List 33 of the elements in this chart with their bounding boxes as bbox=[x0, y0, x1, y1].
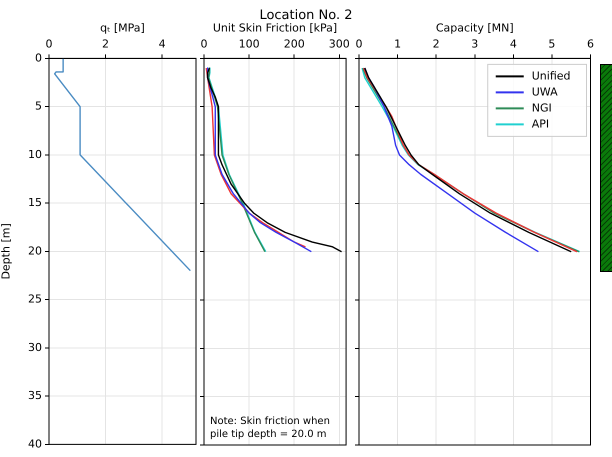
x-tick-label: 1 bbox=[394, 38, 402, 51]
legend-label: NGI bbox=[532, 101, 552, 114]
x-tick-label: 4 bbox=[158, 38, 166, 51]
legend-label: API bbox=[532, 117, 550, 130]
annotation: Note: Skin friction when pile tip depth = 20.0 m bbox=[210, 416, 330, 440]
x-tick-label: 3 bbox=[471, 38, 478, 51]
x-tick-label: 200 bbox=[284, 38, 305, 51]
y-tick-label: 25 bbox=[28, 292, 42, 306]
x-tick-label: 300 bbox=[328, 38, 350, 51]
x-tick-label: 0 bbox=[356, 38, 362, 51]
legend-label: UWA bbox=[532, 85, 558, 98]
x-tick-label: 100 bbox=[238, 38, 260, 51]
legend-label: Unified bbox=[532, 69, 571, 82]
y-tick-label: 35 bbox=[28, 389, 42, 402]
y-axis-title: Depth [m] bbox=[0, 223, 12, 280]
y-tick-label: 0 bbox=[35, 51, 42, 64]
y-tick-label: 5 bbox=[35, 100, 42, 113]
x-axis-title: qₜ [MPa] bbox=[100, 21, 145, 34]
y-tick-label: 30 bbox=[28, 340, 42, 354]
x-axis-title: Unit Skin Friction [kPa] bbox=[212, 21, 338, 34]
x-tick-label: 0 bbox=[200, 38, 208, 51]
y-tick-label: 10 bbox=[28, 148, 42, 161]
x-tick-label: 2 bbox=[432, 38, 440, 51]
x-tick-label: 4 bbox=[510, 38, 517, 51]
chart-title: Location No. 2 bbox=[258, 8, 354, 23]
y-tick-label: 40 bbox=[28, 437, 42, 450]
x-tick-label: 2 bbox=[102, 38, 110, 51]
x-tick-label: 5 bbox=[548, 38, 556, 51]
y-tick-label: 20 bbox=[28, 244, 42, 258]
x-axis-title: Capacity [MN] bbox=[436, 21, 514, 34]
y-tick-label: 15 bbox=[28, 196, 42, 210]
x-tick-label: 0 bbox=[46, 38, 52, 51]
x-tick-label: 6 bbox=[587, 38, 594, 51]
